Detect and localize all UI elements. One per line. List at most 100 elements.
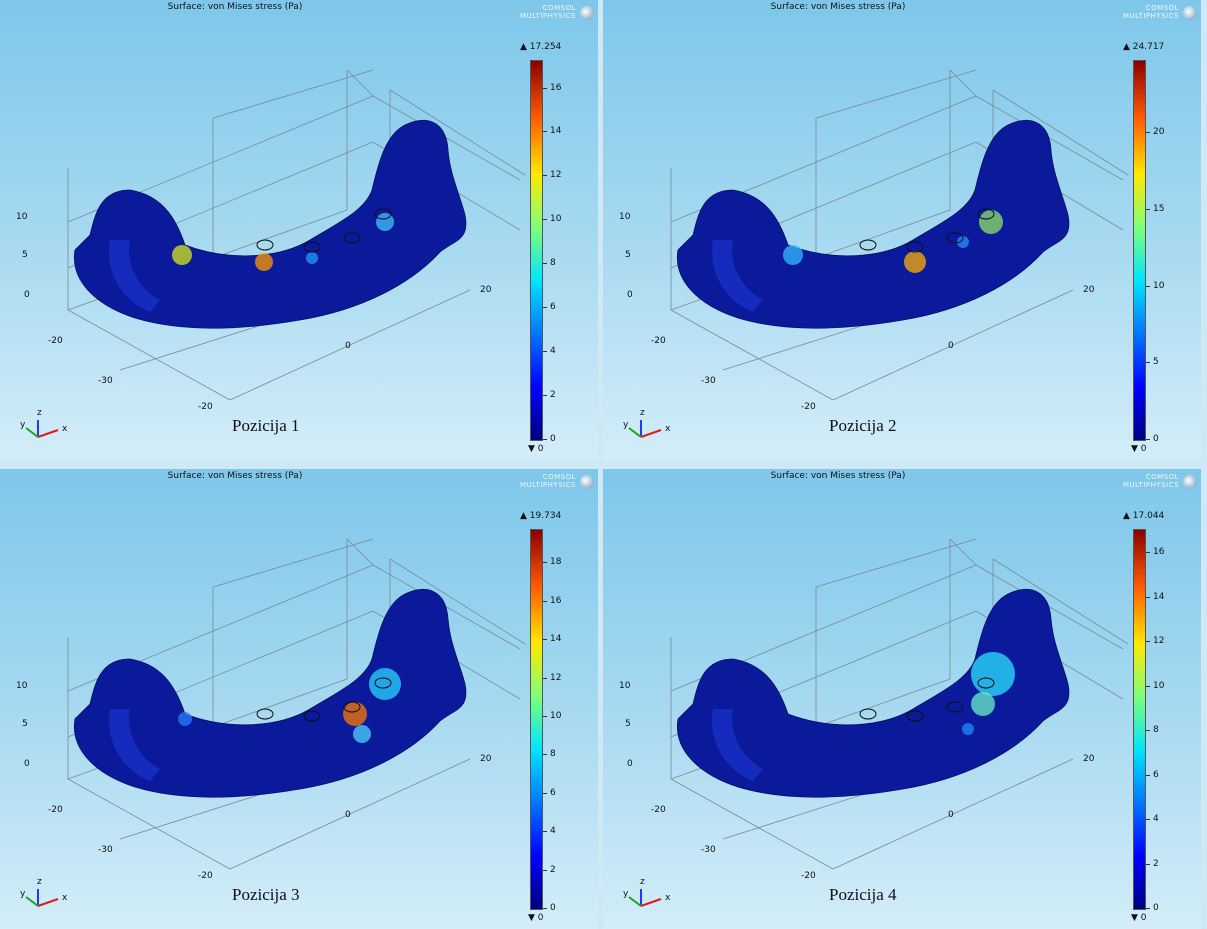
colorbar-tick <box>1146 685 1150 687</box>
axis-z-tick-label: 5 <box>625 719 631 729</box>
colorbar-tick-label: 14 <box>1153 591 1165 602</box>
colorbar-tick <box>1146 774 1150 776</box>
colorbar-tick <box>1146 596 1150 598</box>
colorbar-tick <box>1146 552 1150 554</box>
colorbar-min-label: ▼ 0 <box>1131 444 1147 454</box>
colorbar-tick <box>543 562 547 564</box>
colorbar-tick-label: 12 <box>550 170 562 181</box>
colorbar-max-label: ▲ 24.717 <box>1123 42 1165 52</box>
axis-z-tick-label: 5 <box>625 250 631 260</box>
mandible-surface <box>676 119 1070 329</box>
triad-label-z: z <box>640 877 645 887</box>
colorbar-tick <box>1146 730 1150 732</box>
colorbar-tick-label: 16 <box>550 82 562 93</box>
axis-y-tick-label: -30 <box>701 845 716 855</box>
axis-z-tick-label: 5 <box>22 250 28 260</box>
colorbar-tick <box>543 715 547 717</box>
triad-label-z: z <box>640 408 645 418</box>
comsol-logo-icon <box>580 475 594 489</box>
colorbar-tick-label: 0 <box>1153 434 1159 444</box>
triad-label-y: y <box>20 420 26 430</box>
colorbar-tick-label: 12 <box>550 672 562 683</box>
logo-text: COMSOL <box>542 473 576 481</box>
implant-outline <box>906 241 924 253</box>
colorbar-tick-label: 4 <box>550 826 556 837</box>
triad-label-y: y <box>623 420 629 430</box>
colorbar-tick-label: 4 <box>1153 814 1159 825</box>
axis-z-tick-label: 10 <box>619 212 631 222</box>
axis-x-tick-label: 20 <box>1083 285 1095 295</box>
position-caption: Pozicija 2 <box>829 416 897 435</box>
logo-text: MULTIPHYSICS <box>1122 481 1179 489</box>
colorbar-tick <box>543 677 547 679</box>
plot-title: Surface: von Mises stress (Pa) <box>770 2 906 12</box>
stress-hotspot <box>343 702 367 726</box>
comsol-logo: COMSOL MULTIPHYSICS <box>520 4 576 20</box>
comsol-logo-icon <box>580 6 594 20</box>
stress-hotspot <box>783 245 803 265</box>
axis-z-tick-label: 0 <box>627 290 633 300</box>
implant-outline <box>343 232 361 244</box>
implant-outline <box>374 677 392 689</box>
colorbar-tick <box>543 600 547 602</box>
colorbar-tick <box>543 639 547 641</box>
colorbar-tick <box>543 175 547 177</box>
colorbar-tick-label: 18 <box>550 557 562 568</box>
colorbar-tick-label: 10 <box>550 214 562 225</box>
colorbar-tick <box>543 754 547 756</box>
colorbar-min-label: ▼ 0 <box>528 913 544 923</box>
comsol-logo-icon <box>1183 475 1197 489</box>
comsol-logo-icon <box>1183 6 1197 20</box>
colorbar <box>1133 60 1146 441</box>
colorbar-tick-label: 8 <box>550 749 556 760</box>
logo-text: COMSOL <box>1145 4 1179 12</box>
axis-y-tick-label: -20 <box>198 871 213 881</box>
result-panel-3: y z x 10 5 0 -20 -30 -20 0 20 Surface: von Mises st… <box>0 469 598 929</box>
stress-hotspot <box>971 692 995 716</box>
colorbar-tick <box>543 792 547 794</box>
colorbar-tick-label: 10 <box>1153 280 1165 291</box>
colorbar-tick <box>1146 132 1150 134</box>
axis-x-tick-label: 0 <box>948 341 954 351</box>
stress-hotspot <box>904 251 926 273</box>
colorbar-tick-label: 15 <box>1153 203 1165 214</box>
axis-triad-icon <box>628 420 662 438</box>
axis-y-tick-label: -20 <box>651 336 666 346</box>
result-panel-1: y z x 10 5 0 -20 -30 -20 0 20 Surface: von Mises st… <box>0 0 598 460</box>
logo-text: COMSOL <box>542 4 576 12</box>
axis-triad-icon <box>628 889 662 907</box>
colorbar-tick-label: 10 <box>1153 680 1165 691</box>
logo-text: MULTIPHYSICS <box>519 481 576 489</box>
axis-y-tick-label: -20 <box>651 805 666 815</box>
implant-outline <box>374 208 392 220</box>
triad-label-x: x <box>665 424 671 434</box>
colorbar-tick <box>543 869 547 871</box>
colorbar <box>1133 529 1146 910</box>
logo-text: MULTIPHYSICS <box>519 12 576 20</box>
triad-label-z: z <box>37 877 42 887</box>
mandible-surface <box>676 588 1070 798</box>
comsol-logo: COMSOL MULTIPHYSICS <box>1123 473 1179 489</box>
colorbar-tick-label: 0 <box>550 434 556 444</box>
stress-hotspot <box>962 723 974 735</box>
axis-x-tick-label: 20 <box>480 285 492 295</box>
colorbar-tick <box>1146 285 1150 287</box>
comsol-logo: COMSOL MULTIPHYSICS <box>1123 4 1179 20</box>
stress-hotspot <box>376 213 394 231</box>
colorbar-tick <box>543 439 547 440</box>
stress-plot <box>628 538 1129 907</box>
axis-y-tick-label: -30 <box>701 376 716 386</box>
implant-outline <box>906 710 924 722</box>
axis-z-tick-label: 0 <box>24 290 30 300</box>
axis-y-tick-label: -30 <box>98 376 113 386</box>
colorbar-tick <box>543 351 547 353</box>
position-caption: Pozicija 1 <box>232 416 300 435</box>
implant-outline <box>859 708 877 720</box>
colorbar-tick-label: 14 <box>550 126 562 137</box>
triad-label-y: y <box>623 889 629 899</box>
mandible-surface <box>73 119 467 329</box>
axis-x-tick-label: 0 <box>345 810 351 820</box>
colorbar-tick <box>1146 439 1150 440</box>
axis-x-tick-label: 0 <box>345 341 351 351</box>
colorbar-tick-label: 16 <box>1153 547 1165 558</box>
